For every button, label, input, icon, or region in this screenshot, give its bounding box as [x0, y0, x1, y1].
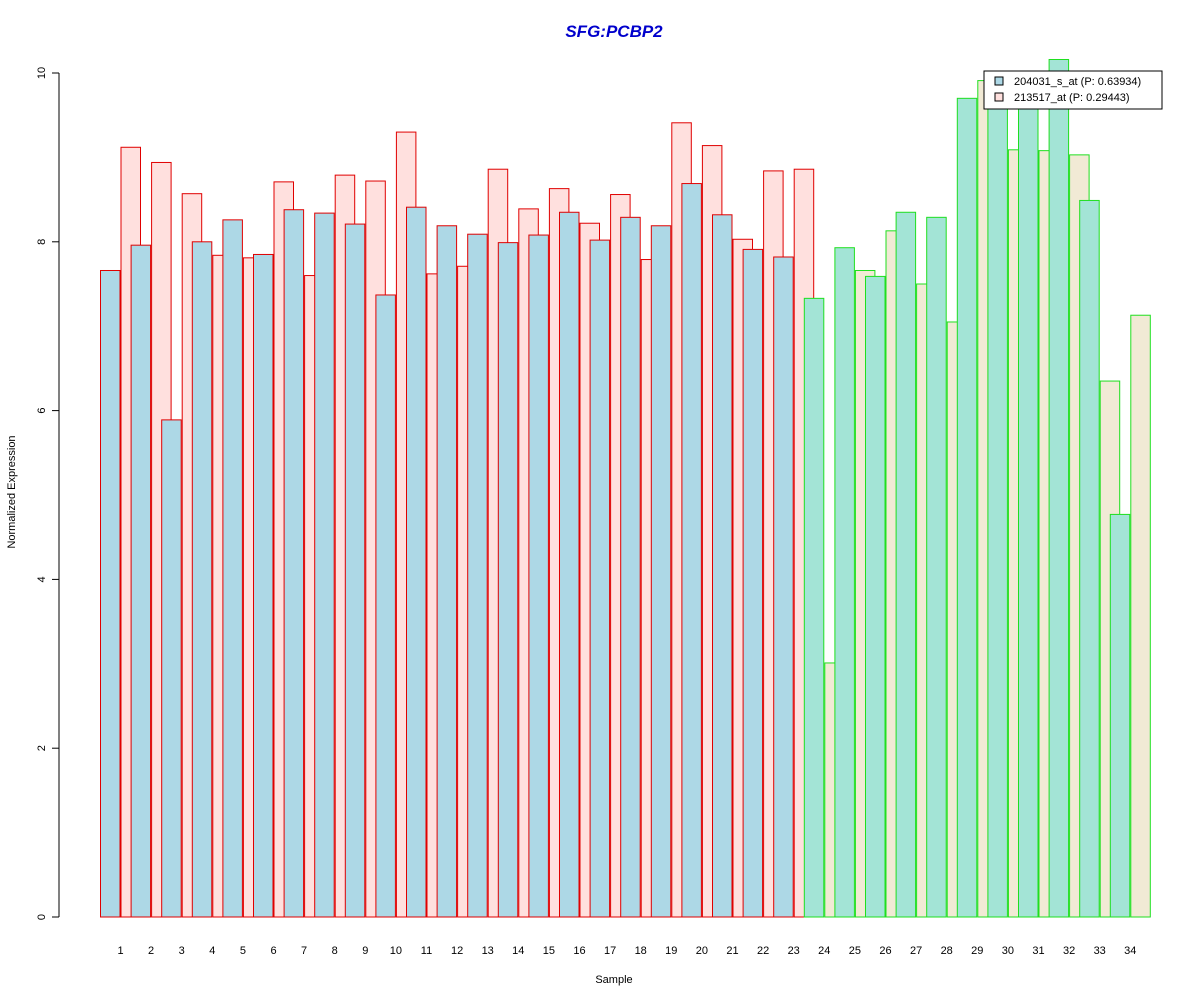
bar-2-sample-34 [1130, 314, 1151, 918]
x-tick-label: 15 [543, 945, 555, 957]
x-tick-label: 14 [512, 945, 524, 957]
chart-title: SFG:PCBP2 [565, 22, 663, 41]
x-tick-label: 1 [117, 945, 123, 957]
bar-1-sample-19 [650, 225, 672, 918]
x-tick-label: 4 [209, 945, 215, 957]
legend-label: 213517_at (P: 0.29443) [1014, 92, 1130, 104]
bar-1-sample-32 [1048, 58, 1070, 918]
legend-swatch [994, 76, 1004, 86]
x-tick-label: 12 [451, 945, 463, 957]
x-tick-label: 16 [573, 945, 585, 957]
y-tick-label: 0 [36, 914, 48, 920]
x-tick-label: 34 [1124, 945, 1136, 957]
x-tick-label: 10 [390, 945, 402, 957]
x-tick-label: 24 [818, 945, 830, 957]
bar-1-sample-7 [283, 209, 305, 918]
y-tick-label: 10 [36, 67, 48, 79]
bar-1-sample-8 [314, 212, 335, 918]
y-axis-title: Normalized Expression [6, 435, 18, 548]
bar-1-sample-2 [130, 244, 152, 918]
x-tick-label: 2 [148, 945, 154, 957]
x-tick-label: 8 [332, 945, 338, 957]
x-tick-label: 33 [1094, 945, 1106, 957]
bar-1-sample-29 [956, 97, 978, 918]
legend: 204031_s_at (P: 0.63934) 213517_at (P: 0.… [983, 70, 1163, 110]
x-tick-label: 22 [757, 945, 769, 957]
bar-1-sample-6 [253, 253, 274, 918]
x-tick-label: 26 [879, 945, 891, 957]
y-tick-label: 4 [36, 576, 48, 582]
bar-1-sample-34 [1109, 513, 1131, 918]
bars [100, 58, 1151, 918]
legend-box [983, 70, 1163, 110]
x-tick-label: 7 [301, 945, 307, 957]
bar-1-sample-16 [559, 211, 580, 918]
bar-1-sample-27 [895, 211, 917, 918]
bar-1-sample-31 [1018, 89, 1039, 918]
bar-1-sample-22 [742, 248, 764, 918]
legend-swatch [994, 92, 1004, 102]
bar-1-sample-13 [467, 233, 488, 918]
x-tick-label: 17 [604, 945, 616, 957]
x-tick-label: 32 [1063, 945, 1075, 957]
x-tick-label: 31 [1032, 945, 1044, 957]
bar-1-sample-10 [375, 294, 396, 918]
bar-1-sample-18 [620, 216, 641, 918]
y-tick-label: 2 [36, 745, 48, 751]
bar-1-sample-15 [528, 234, 549, 918]
legend-label: 204031_s_at (P: 0.63934) [1014, 76, 1141, 88]
bar-1-sample-23 [773, 256, 794, 918]
y-tick-label: 8 [36, 239, 48, 245]
y-tick-label: 6 [36, 408, 48, 414]
bar-1-sample-3 [161, 419, 182, 918]
bar-1-sample-14 [497, 242, 519, 918]
bar-1-sample-28 [926, 216, 947, 918]
bar-1-sample-24 [803, 297, 825, 918]
x-tick-label: 25 [849, 945, 861, 957]
bar-1-sample-25 [834, 247, 855, 918]
x-tick-label: 21 [726, 945, 738, 957]
x-tick-label: 19 [665, 945, 677, 957]
bar-1-sample-12 [436, 225, 458, 918]
bar-1-sample-20 [681, 183, 702, 918]
x-tick-label: 3 [179, 945, 185, 957]
y-axis: 0 2 4 6 8 10 [36, 67, 60, 920]
x-tick-label: 11 [421, 945, 432, 957]
bar-1-sample-26 [865, 275, 886, 918]
bar-1-sample-5 [222, 219, 243, 918]
bar-1-sample-30 [987, 93, 1008, 918]
x-tick-label: 18 [635, 945, 647, 957]
bar-1-sample-17 [589, 239, 611, 918]
bar-1-sample-4 [191, 241, 213, 918]
x-tick-label: 20 [696, 945, 708, 957]
x-tick-label: 28 [941, 945, 953, 957]
x-tick-label: 5 [240, 945, 246, 957]
x-axis-title: Sample [595, 974, 632, 986]
bar-1-sample-11 [406, 206, 427, 918]
bar-1-sample-21 [712, 214, 733, 918]
x-tick-label: 13 [482, 945, 494, 957]
bar-1-sample-1 [100, 269, 121, 918]
bar-1-sample-33 [1079, 199, 1100, 918]
x-tick-labels: 1 2 3 4 5 6 7 8 9 10 11 12 13 14 15 16 17 18 19 20 21 22 23 24 2… [117, 945, 1136, 957]
x-tick-label: 29 [971, 945, 983, 957]
x-tick-label: 23 [788, 945, 800, 957]
x-tick-label: 27 [910, 945, 922, 957]
bar-1-sample-9 [344, 223, 366, 918]
x-tick-label: 6 [270, 945, 276, 957]
x-tick-label: 30 [1002, 945, 1014, 957]
x-tick-label: 9 [362, 945, 368, 957]
